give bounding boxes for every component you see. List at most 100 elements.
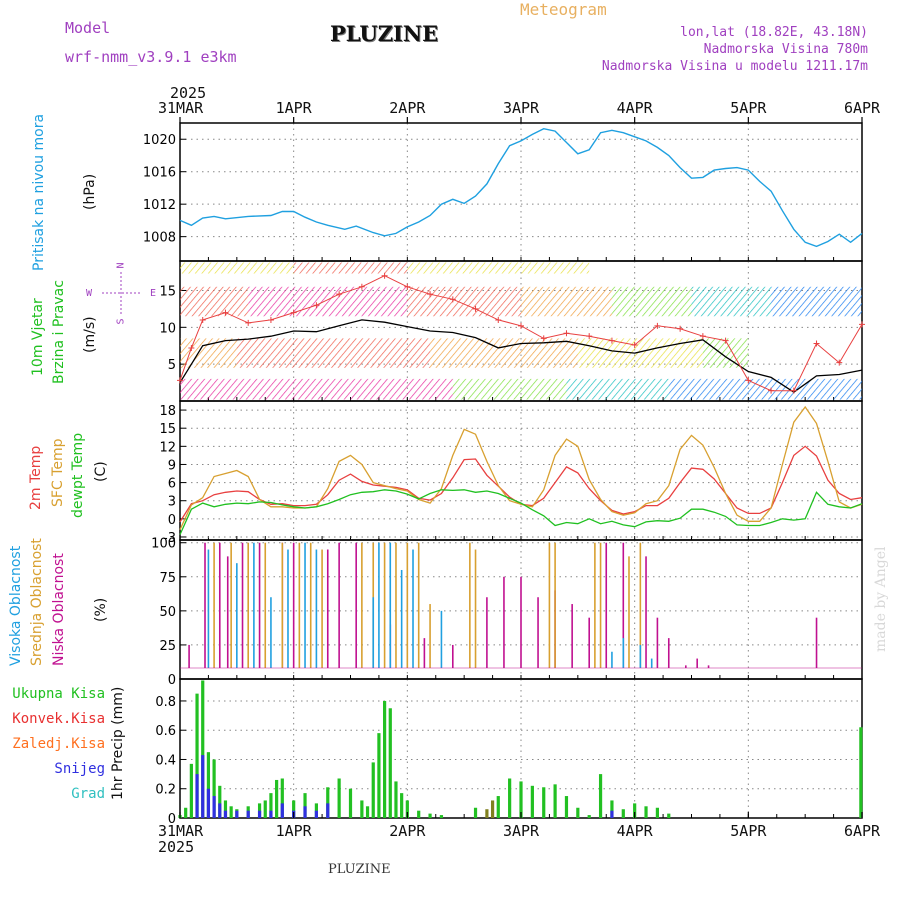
wind-gust-marker: [608, 337, 615, 344]
wind-gust-marker: [313, 302, 320, 309]
total-precip-bar: [633, 803, 637, 818]
date-tick-label: 4APR: [616, 99, 653, 117]
y-tick-label: 9: [168, 458, 176, 473]
top-year-label: 2025: [170, 84, 207, 102]
total-precip-bar: [371, 762, 375, 818]
cloud-axis-unit: (%): [93, 597, 109, 622]
y-tick-label: 0.4: [155, 753, 176, 768]
wind-barb-band: [521, 286, 612, 317]
total-precip-bar: [218, 785, 222, 818]
total-precip-bar: [348, 788, 353, 818]
y-tick-label: 1016: [143, 166, 176, 181]
wind-gust-marker: [245, 319, 252, 326]
wind-speed-line: [179, 319, 863, 393]
date-tick-label: 2APR: [389, 99, 426, 117]
wind-gust-marker: [654, 322, 661, 329]
snow-bar: [223, 810, 228, 818]
total-precip-bar: [326, 787, 330, 818]
credit-label: made by Angel: [873, 546, 889, 653]
total-precip-bar: [655, 807, 659, 818]
wind-barb-band: [691, 286, 772, 317]
y-tick-label: 0.6: [155, 724, 176, 739]
date-tick-label: 1APR: [275, 822, 312, 840]
wind-gust-line: [179, 275, 863, 392]
wind-gust-marker: [358, 283, 365, 290]
wind-gust-marker: [177, 377, 183, 384]
panel-frame: [179, 400, 863, 541]
y-tick-label: 6: [168, 477, 176, 492]
total-precip-bar: [314, 803, 318, 818]
pressure-axis-unit: (hPa): [82, 173, 98, 210]
snow-bar: [235, 810, 239, 818]
total-precip-bar: [473, 807, 478, 818]
total-precip-bar: [530, 785, 534, 818]
total-precip-bar: [428, 813, 432, 818]
wind-gust-marker: [381, 272, 388, 279]
date-tick-label: 5APR: [730, 99, 767, 117]
total-precip-bar: [189, 763, 193, 818]
total-precip-bar: [292, 800, 296, 818]
pressure-axis-title: Pritisak na nivou mora: [31, 113, 47, 271]
total-precip-bar: [280, 778, 284, 818]
temp-axis-unit: (C): [93, 461, 109, 482]
total-precip-bar: [610, 800, 614, 818]
total-precip-bar: [303, 793, 307, 818]
legend-frozen: Zaledj.Kisa: [12, 736, 105, 752]
wind-gust-marker: [563, 330, 570, 337]
legend-convective: Konvek.Kisa: [12, 711, 105, 727]
wind-gust-marker: [290, 309, 297, 316]
y-tick-label: 50: [159, 605, 176, 620]
y-tick-label: 1008: [143, 231, 176, 246]
y-tick-label: 100: [151, 537, 176, 552]
wind-gust-marker: [586, 333, 593, 340]
y-tick-label: 12: [159, 440, 176, 455]
snow-bar: [326, 803, 330, 818]
compass-arrows-icon: [102, 272, 140, 314]
total-precip-bar: [229, 806, 233, 818]
y-tick-label: 1020: [143, 133, 176, 148]
altitude-label: Nadmorska Visina 780m: [703, 42, 868, 57]
wind-gust-marker: [836, 359, 843, 366]
y-tick-label: 5: [168, 358, 176, 373]
wind-gust-marker: [336, 291, 343, 298]
total-precip-bar: [269, 793, 273, 818]
dewpt-line: [179, 489, 863, 535]
total-precip-bar: [337, 778, 341, 818]
wind-gust-marker: [631, 342, 638, 348]
y-tick-label: 1012: [143, 198, 176, 213]
total-precip-bar: [365, 806, 370, 818]
snow-bar: [314, 810, 318, 818]
total-precip-bar: [178, 815, 182, 818]
y-tick-label: -3: [163, 531, 176, 546]
wind-compass: W E N S: [86, 258, 156, 328]
snow-bar: [257, 810, 262, 818]
wind-barb-band: [180, 378, 453, 400]
wind-barb-band: [577, 338, 703, 368]
wind-axis-title: 10m Vjetar: [30, 298, 46, 376]
wind-barb-band: [702, 338, 749, 368]
total-precip-bar: [377, 733, 381, 818]
wind-barb-band: [407, 286, 521, 317]
mid-cloud-axis-label: Srednja Oblacnost: [29, 538, 45, 666]
model-name: wrf-nmm_v3.9.1 e3km: [65, 48, 237, 66]
compass-west: W: [86, 288, 93, 299]
total-precip-bar: [598, 774, 603, 818]
snow-bar: [201, 755, 205, 818]
total-precip-bar: [439, 815, 444, 818]
wind-gust-marker: [199, 316, 206, 323]
wind-gust-marker: [188, 344, 195, 351]
wind-barb-band: [566, 378, 669, 400]
total-precip-bar: [275, 779, 279, 818]
compass-south: S: [115, 318, 127, 325]
wind-barb-band: [293, 262, 408, 274]
footer-station-name: PLUZINE: [328, 862, 391, 877]
wind-gust-marker: [722, 337, 729, 344]
date-tick-label: 2APR: [389, 822, 426, 840]
total-precip-bar: [184, 807, 188, 818]
total-precip-bar: [201, 680, 205, 818]
wind-gust-marker: [449, 296, 456, 303]
wind-barb-band: [180, 262, 294, 274]
meteogram-label: Meteogram: [520, 0, 607, 19]
total-precip-bar: [405, 800, 409, 818]
